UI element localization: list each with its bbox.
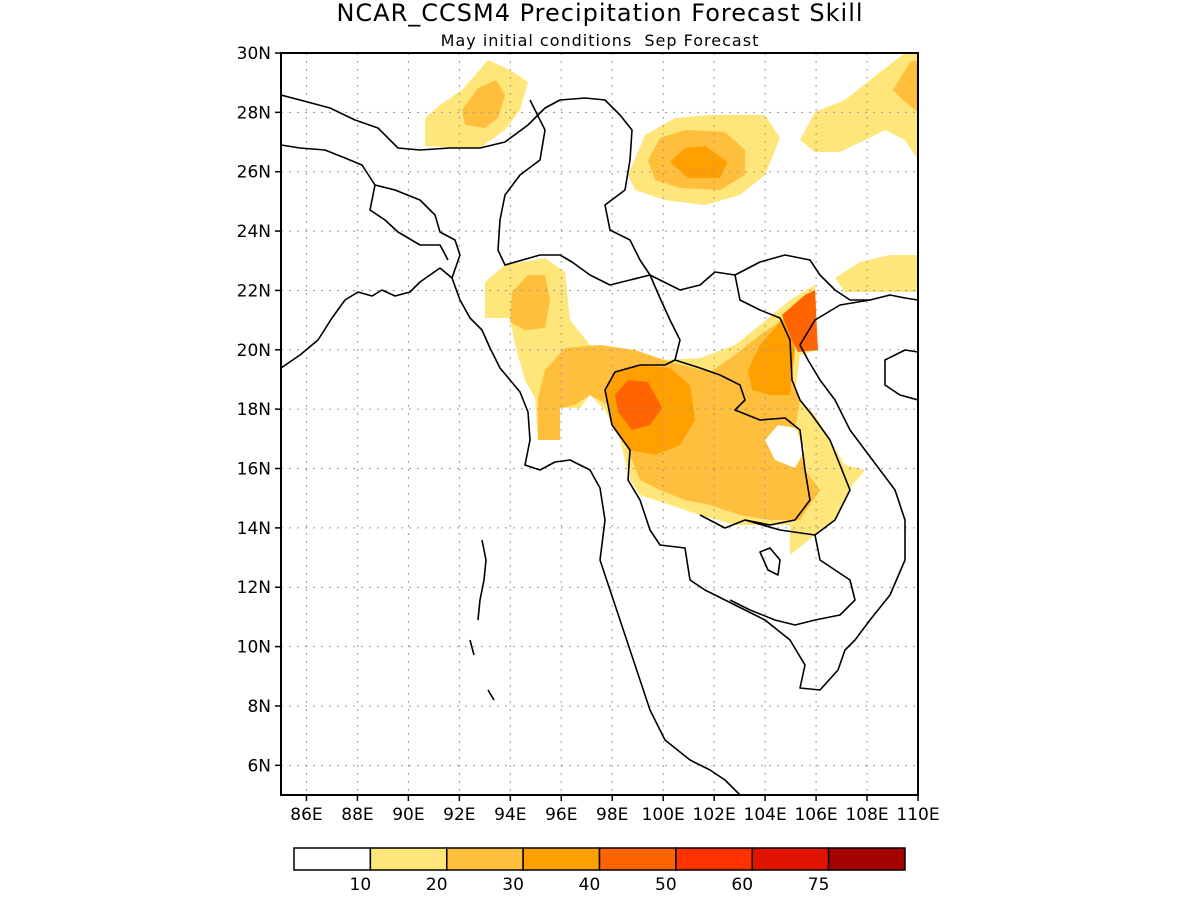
- coastline-india-east: [281, 267, 441, 369]
- lake-tonle-sap: [759, 547, 781, 576]
- colorbar-swatch: [446, 847, 524, 871]
- lon-tick-label: 104E: [744, 805, 787, 825]
- coastline-gulf-thailand: [639, 294, 918, 691]
- skill-region-ne-corner: [800, 53, 918, 160]
- latitude-labels: 30N 28N 26N 24N 22N 20N 18N 16N 14N 12N 10N 8N 6N: [237, 44, 271, 776]
- lon-tick-label: 106E: [794, 805, 837, 825]
- border-himalaya: [281, 94, 633, 191]
- lon-tick-label: 108E: [845, 805, 888, 825]
- skill-region-laos-core: [748, 310, 795, 395]
- colorbar-swatch: [675, 847, 753, 871]
- colorbar-label: 75: [808, 875, 830, 895]
- skill-region-yunnan-core: [670, 146, 728, 178]
- lat-tick-label: 24N: [237, 222, 271, 242]
- lat-tick-label: 30N: [237, 44, 271, 64]
- skill-shading: [425, 53, 918, 555]
- colorbar-swatch: [751, 847, 830, 871]
- colorbar-swatch: [522, 847, 601, 871]
- map-frame: [280, 52, 919, 796]
- skill-region-vietnam-north-core: [782, 290, 818, 352]
- border-cambodia: [699, 514, 856, 626]
- border-laos-vietnam: [734, 274, 851, 536]
- axis-ticks: [275, 52, 919, 801]
- lon-tick-label: 100E: [642, 805, 685, 825]
- border-bangladesh: [374, 184, 461, 279]
- longitude-labels: 86E 88E 90E 92E 94E 96E 98E 100E 102E 104E 106E 108…: [290, 805, 939, 825]
- border-india-south: [281, 144, 449, 261]
- colorbar-label: 60: [731, 875, 753, 895]
- lat-tick-label: 18N: [237, 400, 271, 420]
- lat-tick-label: 6N: [247, 756, 271, 776]
- lon-tick-label: 94E: [494, 805, 526, 825]
- coastline-myanmar: [439, 267, 741, 795]
- colorbar: 10 20 30 40 50 60 75: [293, 847, 906, 895]
- map-plot-area: [281, 53, 918, 795]
- colorbar-label: 50: [655, 875, 677, 895]
- colorbar-label: 10: [350, 875, 372, 895]
- skill-region-north-tibet-core: [462, 80, 505, 128]
- lon-tick-label: 110E: [896, 805, 939, 825]
- coastlines-and-borders: [281, 94, 918, 795]
- skill-region-thailand-core: [615, 380, 662, 430]
- lat-tick-label: 12N: [237, 578, 271, 598]
- lon-tick-label: 86E: [290, 805, 322, 825]
- lat-tick-label: 16N: [237, 460, 271, 480]
- skill-region-cambodia-gap: [765, 425, 805, 468]
- border-myanmar-china: [497, 99, 681, 366]
- andaman-islands: [469, 539, 495, 701]
- lat-tick-label: 8N: [247, 697, 271, 717]
- lat-tick-label: 10N: [237, 638, 271, 658]
- lon-tick-label: 92E: [443, 805, 475, 825]
- colorbar-label: 30: [502, 875, 524, 895]
- figure-title: NCAR_CCSM4 Precipitation Forecast Skill: [336, 0, 863, 27]
- colorbar-swatch: [827, 847, 906, 871]
- border-thai-myanmar: [604, 364, 665, 501]
- lat-tick-label: 14N: [237, 519, 271, 539]
- border-thai-laos: [674, 359, 811, 526]
- skill-region-ne-corner-core: [893, 60, 918, 112]
- lat-tick-label: 22N: [237, 281, 271, 301]
- lon-tick-label: 88E: [341, 805, 373, 825]
- lon-tick-label: 90E: [392, 805, 424, 825]
- colorbar-swatch: [369, 847, 448, 871]
- colorbar-label: 40: [579, 875, 601, 895]
- island-hainan: [884, 349, 918, 401]
- border-china-laos: [604, 189, 870, 301]
- figure-subtitle: May initial conditions Sep Forecast: [441, 31, 760, 50]
- lat-tick-label: 20N: [237, 341, 271, 361]
- skill-region-myanmar-west-core: [510, 275, 550, 330]
- colorbar-swatch: [293, 847, 372, 871]
- lon-tick-label: 96E: [545, 805, 577, 825]
- lon-tick-label: 102E: [693, 805, 736, 825]
- lon-tick-label: 98E: [596, 805, 628, 825]
- lat-tick-label: 26N: [237, 163, 271, 183]
- map-background: [281, 53, 918, 795]
- lat-tick-label: 28N: [237, 103, 271, 123]
- colorbar-swatch: [598, 847, 677, 871]
- skill-region-gulf-tonkin: [835, 255, 918, 292]
- colorbar-label: 20: [426, 875, 448, 895]
